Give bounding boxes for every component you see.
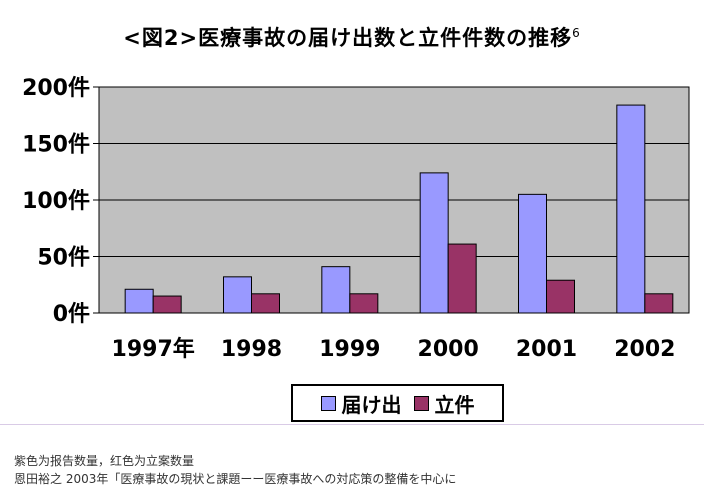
y-tick-label: 150件: [22, 133, 90, 158]
x-axis: 1997年 1998 1999 2000 2001 2002: [112, 336, 676, 362]
gridlines: [99, 86, 689, 257]
title-footnote-marker: 6: [572, 26, 581, 40]
legend-label-prosecutions: 立件: [434, 392, 475, 417]
x-tick-label: 2001: [516, 337, 577, 362]
bar-reports-4: [518, 193, 547, 314]
y-tick-label: 100件: [22, 189, 90, 214]
bar-prosecutions-4: [546, 279, 575, 314]
y-tick-label: 200件: [22, 76, 90, 101]
legend-swatch-prosecutions: [413, 395, 429, 411]
bars: [124, 104, 674, 314]
x-tick-label: 2002: [614, 337, 675, 362]
bar-prosecutions-1: [251, 293, 280, 314]
bar-reports-2: [321, 266, 351, 314]
legend-label-reports: 届け出: [341, 392, 402, 417]
y-tick-label: 50件: [37, 246, 90, 271]
bar-reports-1: [223, 276, 252, 314]
chart-title: <図2>医療事故の届け出数と立件件数の推移6: [0, 22, 704, 52]
bar-reports-5: [616, 104, 646, 314]
bar-reports-0: [124, 288, 154, 314]
caption-line-2: 恩田裕之 2003年「医療事故の現状と課題ーー医療事故への対応策の整備を中心に: [14, 472, 457, 486]
legend: 届け出 立件: [291, 384, 504, 422]
bar-chart: 0件 50件 100件 150件 200件 1997年 1998 1999 2000 2001 2…: [22, 76, 690, 362]
x-tick-label: 2000: [418, 337, 479, 362]
bar-reports-3: [419, 172, 449, 314]
bar-prosecutions-0: [152, 295, 182, 314]
bar-prosecutions-5: [644, 293, 674, 314]
legend-item-prosecutions: 立件: [413, 389, 475, 418]
bar-prosecutions-3: [447, 243, 477, 314]
x-tick-label: 1997年: [112, 336, 195, 362]
legend-swatch-reports: [320, 395, 336, 411]
bar-prosecutions-2: [349, 293, 379, 314]
chart-title-text: <図2>医療事故の届け出数と立件件数の推移: [123, 26, 573, 50]
y-axis: 0件 50件 100件 150件 200件: [22, 76, 99, 327]
divider: [0, 424, 704, 425]
caption-line-1: 紫色为报告数量，红色为立案数量: [14, 454, 195, 468]
x-tick-label: 1999: [319, 337, 380, 362]
x-tick-label: 1998: [221, 337, 282, 362]
legend-item-reports: 届け出: [320, 389, 402, 418]
y-tick-label: 0件: [53, 302, 90, 327]
